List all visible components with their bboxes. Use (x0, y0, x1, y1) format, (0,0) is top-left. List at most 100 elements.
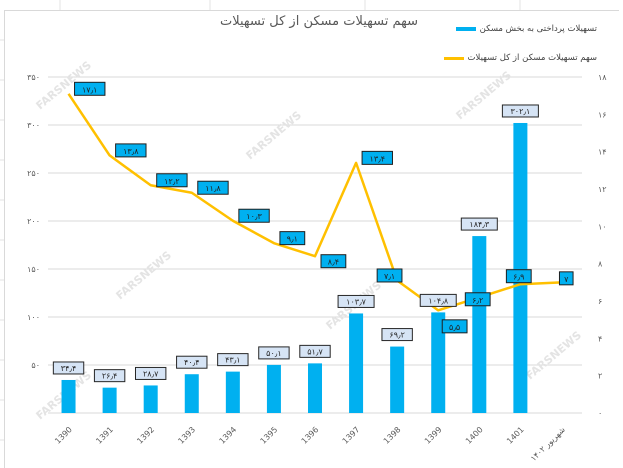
right-axis-tick: ۲ (598, 372, 602, 381)
line-data-label-box (558, 271, 574, 286)
bar-data-label-box (134, 366, 167, 380)
bar (431, 312, 446, 413)
legend-line-label: سهم تسهیلات مسکن از کل تسهیلات (467, 53, 597, 63)
bar-data-label-box (381, 328, 413, 342)
x-axis-tick: 1390 (53, 425, 74, 446)
bar (266, 364, 281, 413)
right-axis-tick: ۱۸ (598, 73, 607, 82)
x-axis-tick: 1393 (176, 425, 197, 446)
bar-data-label: ۴۰٫۴ (184, 358, 200, 367)
line-data-label-box (197, 180, 229, 195)
x-axis-tick: 1397 (341, 425, 362, 446)
left-axis-tick: ۳۵۰ (27, 73, 40, 82)
bar (61, 379, 76, 413)
bar-data-label: ۴۳٫۱ (225, 356, 241, 365)
line-data-label: ۱۲٫۲ (164, 177, 180, 186)
line-data-label-box (505, 269, 532, 284)
bar (390, 346, 405, 413)
bar-data-label-box (460, 217, 498, 231)
x-axis-tick: 1401 (505, 425, 526, 446)
line-data-label: ۷٫۱ (384, 272, 395, 281)
legend-bar-swatch (455, 27, 476, 31)
bar-data-label-box (501, 104, 539, 118)
right-axis-tick: ۶ (598, 297, 602, 306)
line-data-label-box (238, 208, 270, 223)
line-data-label: ۱۷٫۱ (82, 85, 98, 94)
left-axis-tick: ۲۰۰ (27, 217, 40, 226)
left-axis-tick: ۵۰ (31, 361, 40, 370)
x-axis-tick: 1392 (135, 425, 156, 446)
legend-bar-label: تسهیلات پرداختی به بخش مسکن (479, 24, 597, 34)
bar (143, 385, 158, 413)
bar-data-label-box (93, 369, 126, 383)
bar (308, 363, 322, 413)
line-data-label-box (279, 231, 306, 246)
left-axis-tick: ۳۰۰ (27, 121, 40, 130)
left-axis-tick: ۱۵۰ (27, 265, 40, 274)
line-data-label-box (320, 254, 347, 269)
bar-data-label: ۲۶٫۴ (102, 372, 118, 381)
line-data-label: ۵٫۵ (449, 323, 460, 332)
x-axis-tick: 1391 (94, 425, 115, 446)
line-data-label-box (376, 268, 403, 283)
line-data-label-box (74, 81, 106, 96)
right-axis-tick: ۰ (598, 409, 602, 418)
x-axis-tick: 1394 (218, 425, 239, 446)
x-axis-tick: 1400 (464, 425, 485, 446)
watermark: FARSNEWS (244, 109, 304, 163)
right-axis-tick: ۸ (598, 260, 603, 269)
right-axis-tick: ۱۶ (598, 110, 607, 119)
bar-data-label-box (299, 344, 331, 358)
left-axis-tick: ۰ (36, 409, 40, 418)
line-data-label: ۸٫۴ (328, 258, 339, 267)
line-data-label: ۶٫۲ (472, 296, 483, 305)
bar-data-label-box (419, 293, 457, 307)
line-data-label: ۱۳٫۴ (370, 154, 386, 163)
bar-data-label: ۱۰۳٫۷ (346, 297, 366, 306)
bar (513, 122, 528, 413)
legend-item-bar: تسهیلات پرداختی به بخش مسکن (455, 24, 597, 34)
line-data-label-box (156, 173, 188, 188)
line-data-label: ۹٫۱ (287, 235, 298, 244)
line-data-label-box (464, 292, 491, 307)
line-data-label: ۷ (564, 275, 569, 284)
bar-data-label-box (258, 346, 290, 360)
x-axis-tick: 1399 (423, 425, 444, 446)
line-data-label-box (115, 143, 147, 158)
bar (349, 313, 364, 413)
legend-line-swatch (443, 56, 464, 60)
line-data-label: ۱۰٫۳ (246, 212, 262, 221)
watermark: FARSNEWS (114, 249, 174, 303)
x-axis-tick: شهریور ۱۴۰۲ (529, 425, 567, 463)
right-axis-tick: ۱۲ (598, 185, 607, 194)
line-data-label-box (441, 319, 468, 334)
bar-data-label-box (337, 294, 375, 308)
x-axis-tick: 1396 (300, 425, 321, 446)
left-axis-tick: ۲۵۰ (27, 169, 40, 178)
bar (102, 387, 117, 413)
line-data-label: ۱۳٫۸ (123, 147, 139, 156)
line-data-label: ۶٫۹ (513, 273, 524, 282)
line-data-label-box (361, 150, 393, 165)
bar-data-label-box (176, 355, 208, 369)
bar-data-label: ۳۰۲٫۱ (510, 107, 530, 116)
right-axis-tick: ۱۴ (598, 148, 607, 157)
right-axis-tick: ۱۰ (598, 222, 607, 231)
watermark: FARSNEWS (524, 329, 584, 383)
chart-title: سهم تسهیلات مسکن از کل تسهیلات (220, 14, 419, 29)
bar-data-label: ۳۴٫۴ (61, 364, 77, 373)
bar-data-label-box (217, 353, 249, 367)
x-axis-tick: 1398 (382, 425, 403, 446)
bar (472, 236, 487, 413)
bar-data-label-box (52, 361, 85, 375)
right-axis-tick: ۴ (598, 334, 602, 343)
bar-data-label: ۲۸٫۷ (143, 369, 159, 378)
bar-data-label: ۱۰۴٫۸ (428, 296, 448, 305)
legend-item-line: سهم تسهیلات مسکن از کل تسهیلات (443, 53, 597, 63)
line-data-label: ۱۱٫۸ (205, 184, 221, 193)
x-axis-tick: 1395 (259, 425, 280, 446)
bar (184, 374, 199, 413)
bar-data-label: ۵۰٫۱ (266, 349, 282, 358)
